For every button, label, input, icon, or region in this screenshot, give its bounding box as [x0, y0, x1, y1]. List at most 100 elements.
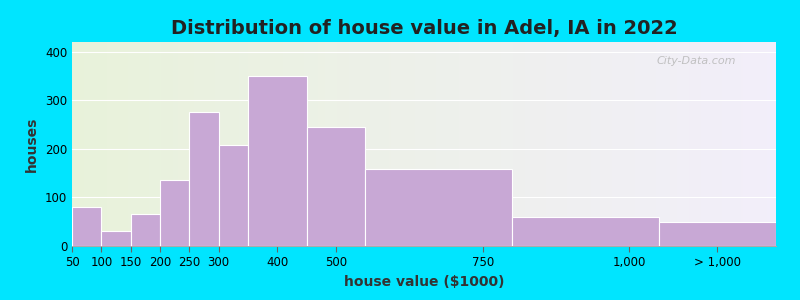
Bar — [550, 42, 554, 246]
Title: Distribution of house value in Adel, IA in 2022: Distribution of house value in Adel, IA … — [170, 19, 678, 38]
Bar — [718, 42, 720, 246]
Bar — [337, 42, 340, 246]
Bar — [281, 42, 283, 246]
Bar — [248, 76, 306, 246]
Bar — [74, 42, 77, 246]
Bar — [485, 42, 488, 246]
Bar — [741, 42, 743, 246]
Bar — [663, 42, 666, 246]
Bar — [100, 42, 102, 246]
Bar — [363, 42, 366, 246]
Bar — [426, 42, 429, 246]
Bar — [738, 42, 741, 246]
Bar — [656, 42, 659, 246]
Bar — [175, 42, 178, 246]
Bar — [471, 42, 474, 246]
Bar — [537, 42, 539, 246]
Bar — [286, 42, 288, 246]
Bar — [82, 42, 84, 246]
Bar — [406, 42, 408, 246]
Bar — [236, 42, 239, 246]
Bar — [386, 42, 389, 246]
Bar — [759, 42, 762, 246]
Bar — [351, 42, 354, 246]
Bar — [769, 42, 771, 246]
Bar — [269, 42, 272, 246]
Bar — [403, 42, 406, 246]
Bar — [459, 42, 462, 246]
Bar — [438, 42, 441, 246]
Bar — [480, 42, 483, 246]
Bar — [638, 42, 640, 246]
Bar — [102, 231, 130, 246]
Bar — [90, 42, 94, 246]
Bar — [401, 42, 403, 246]
Bar — [318, 42, 321, 246]
Bar — [758, 42, 760, 246]
Bar — [706, 42, 708, 246]
Bar — [250, 42, 253, 246]
Bar — [368, 42, 370, 246]
Bar — [618, 42, 622, 246]
Bar — [283, 42, 286, 246]
Bar — [206, 42, 208, 246]
Bar — [231, 42, 234, 246]
Bar — [391, 42, 394, 246]
Bar — [128, 42, 131, 246]
Bar — [436, 42, 438, 246]
Bar — [117, 42, 119, 246]
Bar — [512, 217, 658, 246]
Bar — [314, 42, 316, 246]
Bar — [462, 42, 464, 246]
Bar — [220, 42, 222, 246]
Bar — [506, 42, 509, 246]
Bar — [377, 42, 380, 246]
Bar — [724, 42, 727, 246]
Bar — [135, 42, 138, 246]
Bar — [372, 42, 375, 246]
Bar — [530, 42, 532, 246]
Bar — [525, 42, 527, 246]
Bar — [442, 42, 446, 246]
Bar — [476, 42, 478, 246]
Bar — [494, 42, 497, 246]
Bar — [577, 42, 579, 246]
Bar — [311, 42, 314, 246]
Bar — [441, 42, 443, 246]
Bar — [114, 42, 117, 246]
Bar — [647, 42, 650, 246]
Bar — [266, 42, 270, 246]
Bar — [424, 42, 426, 246]
Bar — [562, 42, 565, 246]
Bar — [504, 42, 506, 246]
Bar — [652, 42, 654, 246]
Bar — [593, 42, 595, 246]
Bar — [522, 42, 525, 246]
Bar — [124, 42, 126, 246]
Bar — [187, 42, 190, 246]
Bar — [361, 42, 363, 246]
Bar — [288, 42, 290, 246]
Bar — [150, 42, 152, 246]
Bar — [726, 42, 730, 246]
Bar — [208, 42, 210, 246]
Bar — [295, 42, 298, 246]
Bar — [333, 42, 335, 246]
Bar — [95, 42, 98, 246]
Bar — [133, 42, 136, 246]
Bar — [645, 42, 647, 246]
Bar — [626, 42, 629, 246]
Bar — [198, 42, 202, 246]
Bar — [321, 42, 323, 246]
Bar — [412, 42, 415, 246]
Bar — [691, 42, 694, 246]
Bar — [762, 42, 765, 246]
Bar — [590, 42, 594, 246]
Bar — [542, 42, 544, 246]
Y-axis label: houses: houses — [26, 116, 39, 172]
Bar — [515, 42, 518, 246]
Bar — [142, 42, 145, 246]
Bar — [567, 42, 570, 246]
Bar — [328, 42, 330, 246]
Bar — [642, 42, 645, 246]
